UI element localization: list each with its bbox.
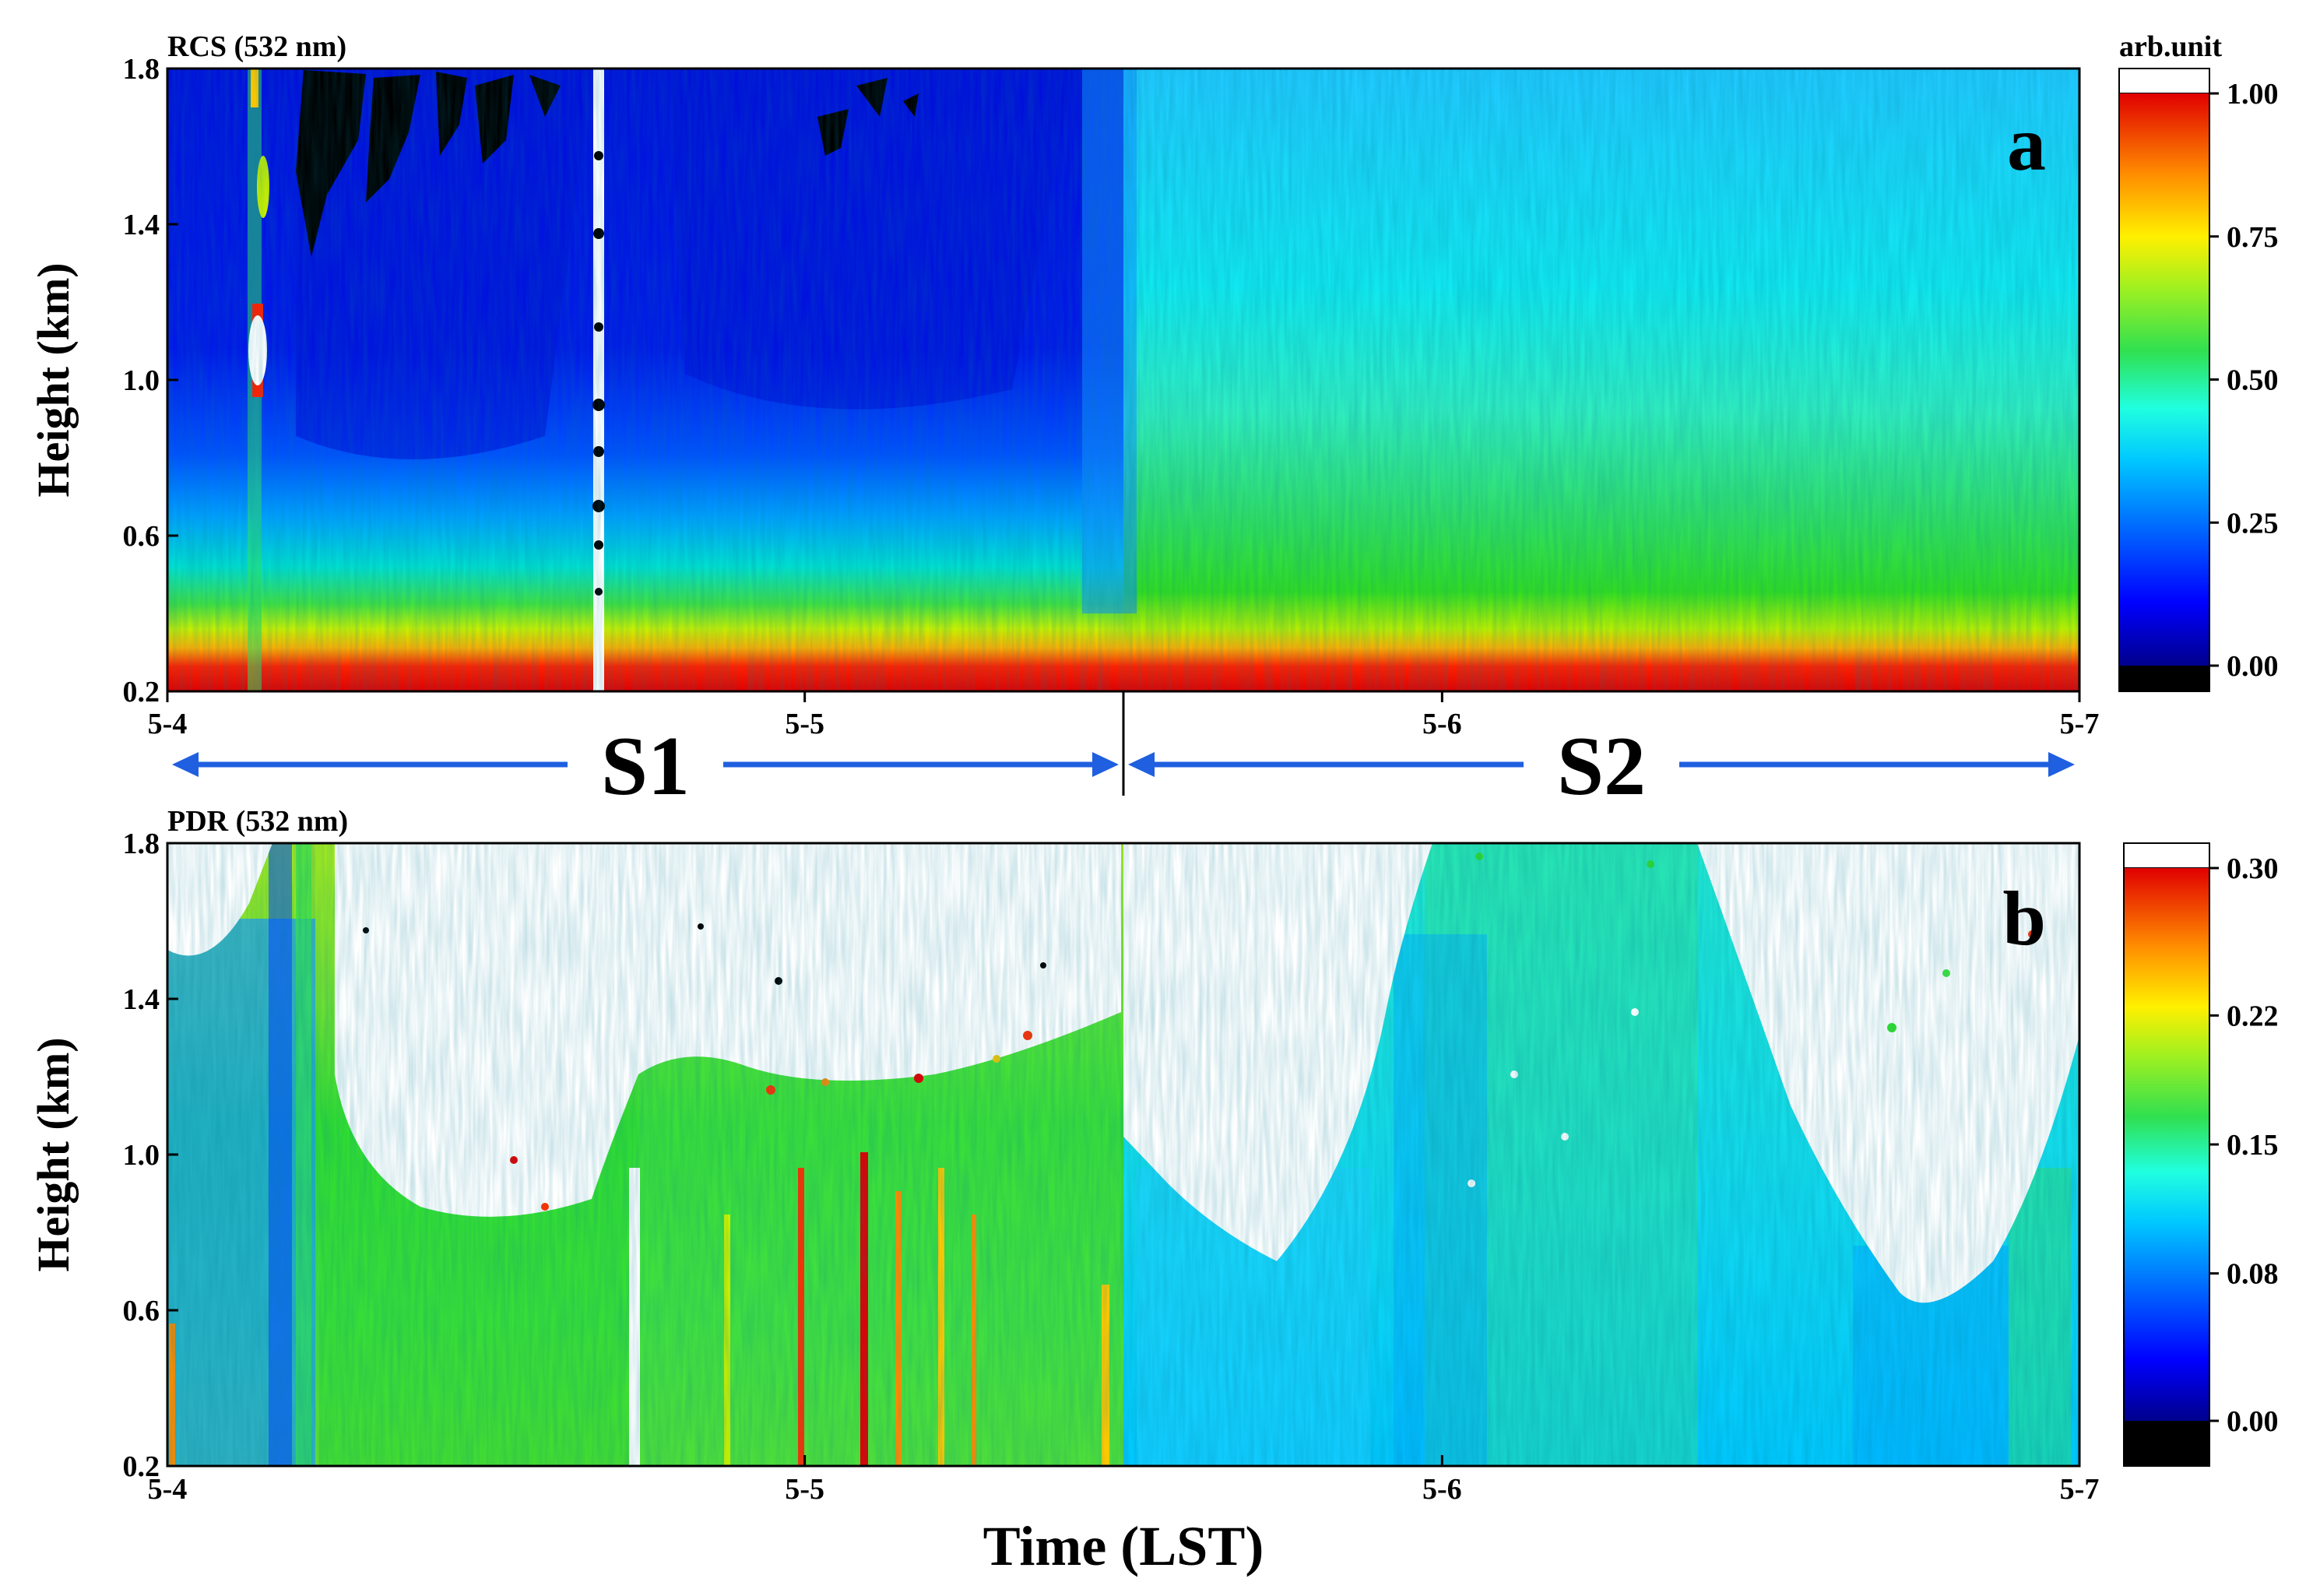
period-axis: 5-4 5-5 5-6 5-7 S1 S2 — [148, 691, 2100, 813]
panel-b-y-axis: 0.2 0.6 1.0 1.4 1.8 — [123, 828, 178, 1483]
y-tick-label: 1.0 — [123, 364, 160, 397]
x-tick-label: 5-5 — [785, 1473, 824, 1506]
pdr-heatmap-field — [167, 843, 2079, 1466]
y-tick-label: 0.6 — [123, 520, 160, 553]
panel-b-x-label: Time (LST) — [983, 1515, 1264, 1577]
y-tick-label: 0.2 — [123, 676, 160, 708]
panel-a-y-label: Height (km) — [28, 262, 79, 497]
period-arrow-s1: S1 — [172, 720, 1119, 813]
rcs-heatmap-field — [167, 69, 2079, 691]
panel-a: RCS (532 nm) a 0.2 0.6 1.0 1.4 1.8 Height (k… — [28, 30, 2279, 708]
panel-b-colorbar: 0.00 0.08 0.15 0.22 0.30 — [2123, 842, 2279, 1467]
y-tick-label: 1.4 — [123, 983, 160, 1016]
y-tick-label: 1.0 — [123, 1139, 160, 1172]
period-label: S2 — [1557, 720, 1646, 813]
y-tick-label: 1.4 — [123, 209, 160, 241]
panel-b-title: PDR (532 nm) — [167, 805, 348, 838]
panel-a-colorbar: arb.unit 0.00 0.25 0.50 0.75 1.00 — [2118, 30, 2279, 692]
colorbar-tick-label: 0.15 — [2227, 1129, 2279, 1162]
panel-a-title: RCS (532 nm) — [167, 30, 346, 63]
period-label: S1 — [601, 720, 690, 813]
y-tick-label: 0.6 — [123, 1295, 160, 1327]
colorbar-tick-label: 0.50 — [2227, 364, 2279, 397]
colorbar-tick-label: 0.30 — [2227, 852, 2279, 885]
y-tick-label: 0.2 — [123, 1450, 160, 1483]
colorbar-tick-label: 0.22 — [2227, 1000, 2279, 1032]
period-axis-label: 5-7 — [2060, 708, 2100, 740]
panel-b: PDR (532 nm) b 0.2 0.6 1.0 1.4 1.8 Height (k… — [28, 805, 2279, 1577]
x-tick-label: 5-4 — [148, 1473, 188, 1506]
x-tick-label: 5-6 — [1422, 1473, 1462, 1506]
panel-a-label: a — [2007, 100, 2046, 187]
colorbar-tick-label: 0.25 — [2227, 507, 2279, 540]
colorbar-tick-label: 0.00 — [2227, 650, 2279, 683]
panel-a-y-axis: 0.2 0.6 1.0 1.4 1.8 — [123, 53, 178, 708]
period-axis-label: 5-4 — [148, 708, 188, 740]
panel-a-colorbar-unit: arb.unit — [2119, 30, 2222, 63]
colorbar-tick-label: 0.75 — [2227, 221, 2279, 254]
panel-b-x-axis: 5-4 5-5 5-6 5-7 — [148, 1455, 2100, 1506]
y-tick-label: 1.8 — [123, 828, 160, 860]
y-tick-label: 1.8 — [123, 53, 160, 86]
colorbar-tick-label: 1.00 — [2227, 78, 2279, 111]
colorbar-tick-label: 0.00 — [2227, 1405, 2279, 1438]
colorbar-tick-label: 0.08 — [2227, 1258, 2279, 1291]
panel-b-y-label: Height (km) — [28, 1037, 79, 1271]
period-arrow-s2: S2 — [1128, 720, 2075, 813]
x-tick-label: 5-7 — [2060, 1473, 2100, 1506]
period-axis-label: 5-6 — [1422, 708, 1462, 740]
period-axis-label: 5-5 — [785, 708, 824, 740]
panel-b-label: b — [2002, 875, 2046, 961]
